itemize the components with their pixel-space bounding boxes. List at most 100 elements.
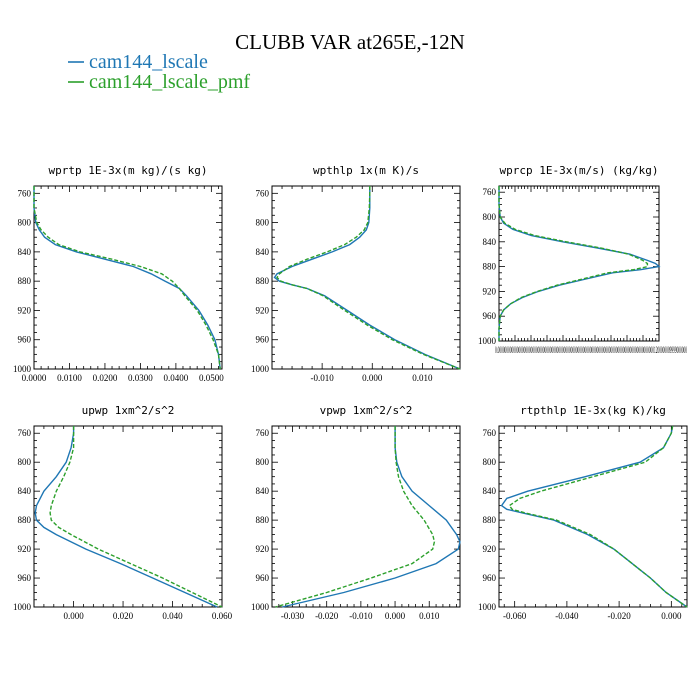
y-tick-label: 800 bbox=[18, 457, 32, 467]
y-tick-label: 800 bbox=[256, 457, 270, 467]
y-tick-label: 1000 bbox=[478, 336, 497, 346]
y-tick-label: 880 bbox=[18, 276, 32, 286]
legend-label-1: cam144_lscale_pmf bbox=[89, 71, 250, 93]
plot-frame bbox=[33, 425, 223, 608]
series-line-1 bbox=[498, 186, 649, 341]
x-tick-label: -0.030 bbox=[281, 611, 305, 621]
panel-title: vpwp 1xm^2/s^2 bbox=[320, 404, 413, 417]
y-tick-label: 760 bbox=[18, 428, 32, 438]
y-tick-label: 960 bbox=[483, 311, 497, 321]
y-tick-label: 960 bbox=[18, 573, 32, 583]
plot-frame bbox=[271, 425, 461, 608]
panel-title: wpthlp 1x(m K)/s bbox=[313, 164, 419, 177]
y-tick-label: 840 bbox=[483, 486, 497, 496]
x-tick-label: 0.020 bbox=[113, 611, 134, 621]
y-tick-label: 920 bbox=[483, 286, 497, 296]
x-tick-label: -0.010 bbox=[349, 611, 373, 621]
y-tick-label: 920 bbox=[256, 305, 270, 315]
x-tick-label: 0.000 bbox=[661, 611, 682, 621]
y-tick-label: 840 bbox=[256, 247, 270, 257]
y-tick-label: 760 bbox=[18, 188, 32, 198]
y-tick-label: 880 bbox=[483, 262, 497, 272]
y-tick-label: 800 bbox=[483, 457, 497, 467]
series-line-0 bbox=[498, 186, 661, 341]
x-tick-label: -0.010 bbox=[311, 373, 335, 383]
series-line-0 bbox=[33, 186, 221, 370]
plot-frame bbox=[271, 185, 461, 370]
y-tick-label: 1000 bbox=[13, 602, 32, 612]
y-tick-label: 960 bbox=[18, 335, 32, 345]
series-line-1 bbox=[275, 426, 436, 608]
x-tick-label: 0.000 bbox=[63, 611, 84, 621]
panel-title: wprtp 1E-3x(m kg)/(s kg) bbox=[49, 164, 208, 177]
y-tick-label: 800 bbox=[256, 218, 270, 228]
y-tick-label: 960 bbox=[256, 573, 270, 583]
y-tick-label: 880 bbox=[18, 515, 32, 525]
x-tick-label: -0.020 bbox=[315, 611, 339, 621]
x-tick-label: 0.0100 bbox=[57, 373, 82, 383]
panel-4: vpwp 1xm^2/s^2 760 800 840 880 920 960 1000 -0.0… bbox=[251, 404, 461, 621]
figure-title: CLUBB VAR at265E,-12N bbox=[235, 30, 465, 54]
plot-frame bbox=[498, 425, 688, 608]
y-tick-label: 1000 bbox=[251, 364, 270, 374]
x-tick-label: -0.040 bbox=[555, 611, 579, 621]
y-tick-label: 880 bbox=[483, 515, 497, 525]
y-tick-label: 960 bbox=[256, 335, 270, 345]
legend: cam144_lscale cam144_lscale_pmf bbox=[68, 51, 250, 93]
y-tick-label: 840 bbox=[256, 486, 270, 496]
plot-frame bbox=[33, 185, 223, 370]
panel-3: upwp 1xm^2/s^2 760 800 840 880 920 960 1000 0.00… bbox=[13, 404, 233, 621]
series-line-0 bbox=[273, 186, 461, 370]
panel-title: wprcp 1E-3x(m/s) (kg/kg) bbox=[500, 164, 659, 177]
y-tick-label: 960 bbox=[483, 573, 497, 583]
series-line-1 bbox=[508, 425, 688, 608]
series-line-1 bbox=[33, 186, 221, 370]
y-tick-label: 880 bbox=[256, 515, 270, 525]
x-tick-label: -0.060 bbox=[503, 611, 527, 621]
y-tick-label: 800 bbox=[483, 212, 497, 222]
panels: wprtp 1E-3x(m kg)/(s kg) 760 800 840 880 920 9… bbox=[13, 164, 688, 621]
y-tick-label: 840 bbox=[18, 247, 32, 257]
panel-2: wprcp 1E-3x(m/s) (kg/kg)760 800 840 880 920 9… bbox=[478, 164, 687, 355]
x-tick-label: -0.020 bbox=[607, 611, 631, 621]
series-line-1 bbox=[49, 426, 223, 608]
x-tick-label: 0.010 bbox=[419, 611, 440, 621]
panel-5: rtpthlp 1E-3x(kg K)/kg 760 800 840 880 920 960… bbox=[478, 404, 688, 621]
x-tick-label: 0.010 bbox=[412, 373, 433, 383]
series-line-0 bbox=[282, 426, 461, 608]
x-tick-label: 0.000 bbox=[385, 611, 406, 621]
y-tick-label: 1000 bbox=[251, 602, 270, 612]
panel-title: rtpthlp 1E-3x(kg K)/kg bbox=[520, 404, 666, 417]
y-tick-label: 920 bbox=[18, 305, 32, 315]
y-tick-label: 840 bbox=[483, 237, 497, 247]
y-tick-label: 840 bbox=[18, 486, 32, 496]
x-tick-label: 0.060 bbox=[212, 611, 233, 621]
series-line-0 bbox=[34, 426, 218, 608]
series-line-1 bbox=[276, 186, 461, 370]
legend-label-0: cam144_lscale bbox=[89, 51, 208, 73]
x-tick-label: 0.0200 bbox=[93, 373, 118, 383]
x-tick-label: 0.0400 bbox=[164, 373, 189, 383]
x-tick-label: 0.0500 bbox=[199, 373, 224, 383]
y-tick-label: 760 bbox=[256, 188, 270, 198]
y-tick-label: 760 bbox=[256, 428, 270, 438]
x-tick-label: 0.0000 bbox=[22, 373, 47, 383]
panel-1: wpthlp 1x(m K)/s 760 800 840 880 920 960 1000 -0… bbox=[251, 164, 461, 383]
panel-0: wprtp 1E-3x(m kg)/(s kg) 760 800 840 880 920 9… bbox=[13, 164, 224, 383]
plot-frame bbox=[498, 185, 660, 342]
series-line-0 bbox=[500, 425, 688, 608]
y-tick-label: 920 bbox=[483, 544, 497, 554]
panel-title: upwp 1xm^2/s^2 bbox=[82, 404, 175, 417]
y-tick-label: 1000 bbox=[478, 602, 497, 612]
y-tick-label: 760 bbox=[483, 187, 497, 197]
y-tick-label: 760 bbox=[483, 428, 497, 438]
y-tick-label: 1000 bbox=[13, 364, 32, 374]
x-tick-label: 0.040 bbox=[162, 611, 183, 621]
y-tick-label: 920 bbox=[256, 544, 270, 554]
x-tick-label: 0.00000000000000000000000000000000000000… bbox=[495, 345, 687, 355]
y-tick-label: 920 bbox=[18, 544, 32, 554]
x-tick-label: 0.000 bbox=[362, 373, 383, 383]
y-tick-label: 880 bbox=[256, 276, 270, 286]
x-tick-label: 0.0300 bbox=[128, 373, 153, 383]
